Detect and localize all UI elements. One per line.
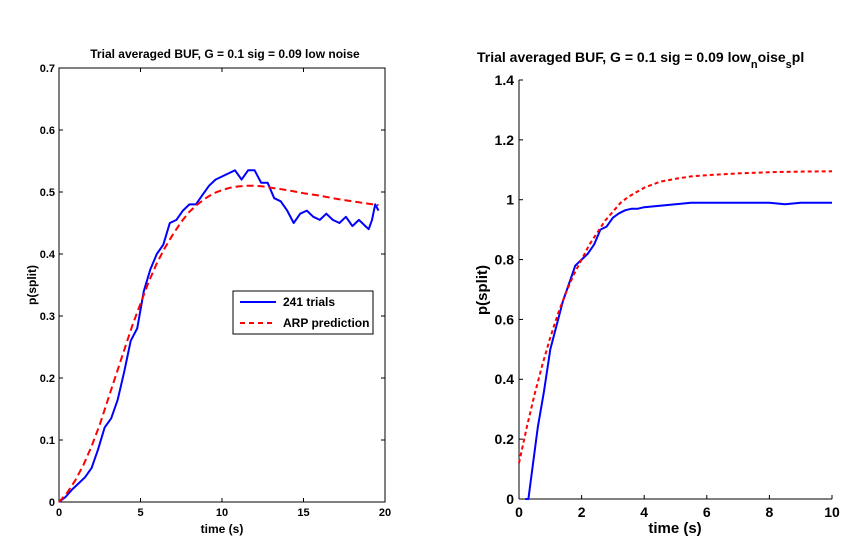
x-tick-label: 0: [56, 507, 62, 519]
series-line-arp-prediction: [518, 170, 833, 464]
y-tick-label: 1.4: [495, 72, 515, 88]
x-tick-label: 4: [640, 504, 648, 520]
x-tick-label: 15: [297, 507, 309, 519]
y-tick-label: 0.4: [40, 249, 56, 261]
x-tick-group: 0 5 10 15 20: [56, 68, 391, 519]
y-tick-label: 0.2: [40, 373, 55, 385]
y-tick-label: 0.3: [40, 311, 55, 323]
y-tick-label: 1: [506, 192, 514, 208]
x-tick-label: 5: [137, 507, 143, 519]
y-tick-group: 0 0.1 0.2 0.3 0.4 0.5 0.6 0.7: [40, 63, 385, 509]
plot-area-frame: [58, 67, 386, 503]
y-tick-label: 0.6: [40, 125, 55, 137]
y-axis-label: p(split): [25, 265, 39, 305]
x-axis-label-right: time (s): [648, 520, 701, 537]
legend: 241 trials ARP prediction: [232, 290, 374, 335]
y-tick-label: 0.7: [40, 63, 55, 75]
title-end: pl: [792, 49, 804, 65]
title-mid: oise: [758, 49, 786, 65]
x-tick-label: 10: [824, 504, 840, 520]
x-tick-group-right: 0 2 4 6 8 10: [515, 495, 840, 520]
y-tick-label: 0.5: [40, 187, 55, 199]
chart-title-right: Trial averaged BUF, G = 0.1 sig = 0.09 l…: [477, 49, 804, 71]
x-tick-label: 8: [766, 504, 774, 520]
series-group-right: [518, 170, 833, 500]
chart-title: Trial averaged BUF, G = 0.1 sig = 0.09 l…: [90, 47, 360, 61]
y-tick-label: 0.8: [495, 251, 515, 267]
series-line-trials: [525, 201, 832, 500]
y-tick-label: 1.2: [495, 132, 515, 148]
title-main: Trial averaged BUF, G = 0.1 sig = 0.09 l…: [477, 49, 751, 65]
y-tick-group-right: 0 0.2 0.4 0.6 0.8 1 1.2 1.4: [495, 72, 523, 507]
chart-left: Trial averaged BUF, G = 0.1 sig = 0.09 l…: [25, 47, 391, 536]
x-tick-label: 6: [703, 504, 711, 520]
y-tick-label: 0.4: [495, 371, 515, 387]
y-tick-label: 0.2: [495, 431, 515, 447]
chart-right: Trial averaged BUF, G = 0.1 sig = 0.09 l…: [474, 49, 840, 537]
y-tick-label: 0.1: [40, 435, 55, 447]
y-tick-label: 0: [49, 497, 55, 509]
title-sub-n: n: [751, 59, 758, 71]
x-tick-label: 0: [515, 504, 523, 520]
x-tick-label: 2: [578, 504, 586, 520]
title-sub-s: s: [786, 59, 792, 71]
x-tick-label: 10: [216, 507, 228, 519]
legend-box: [232, 290, 374, 335]
series-line-arp-prediction: [58, 184, 379, 503]
y-tick-label: 0: [506, 491, 514, 507]
x-tick-label: 20: [379, 507, 391, 519]
x-axis-label: time (s): [201, 522, 244, 536]
y-axis-label-right: p(split): [474, 265, 491, 315]
y-tick-label: 0.6: [495, 311, 515, 327]
series-group: [58, 169, 380, 503]
series-line-trials: [58, 169, 380, 503]
legend-label-trials: 241 trials: [283, 295, 335, 309]
legend-label-arp: ARP prediction: [283, 316, 369, 330]
